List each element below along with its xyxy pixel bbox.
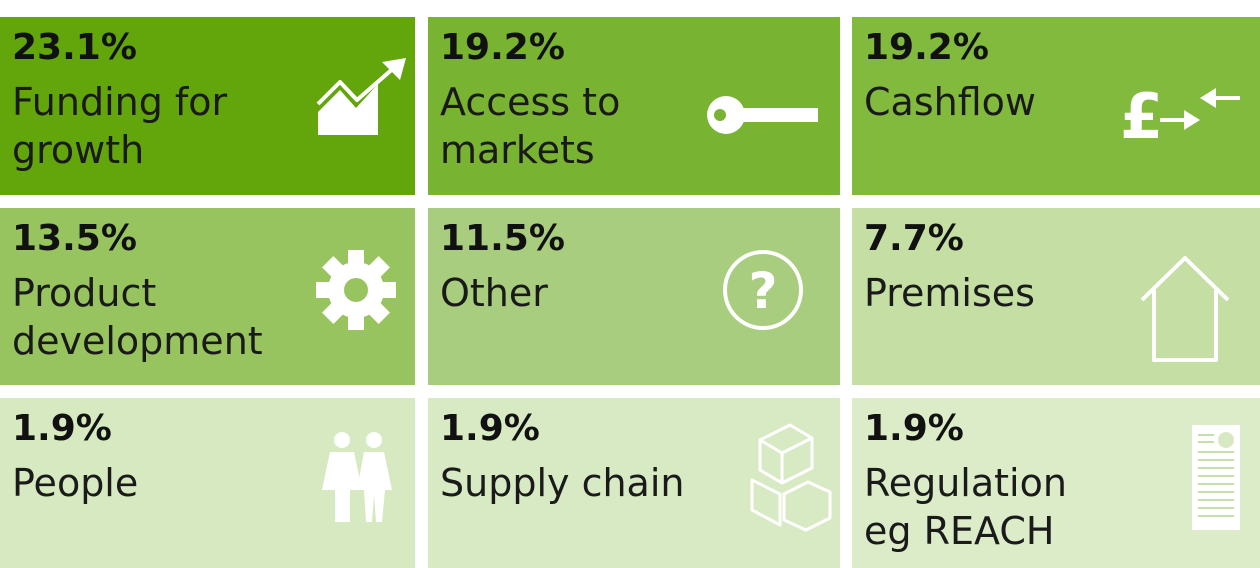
head bbox=[366, 432, 382, 448]
tile-background bbox=[428, 208, 840, 385]
key-icon bbox=[707, 96, 818, 134]
house-walls bbox=[1152, 290, 1218, 362]
gear-hole bbox=[344, 278, 368, 302]
tile: 11.5% Other bbox=[428, 208, 840, 385]
cashflow-icon: £ bbox=[1120, 80, 1240, 153]
chart-arrow bbox=[316, 64, 398, 106]
box bbox=[782, 480, 832, 532]
tile-background bbox=[852, 208, 1260, 385]
tile-percentage: 11.5% bbox=[440, 218, 565, 259]
tile-label: Access to bbox=[440, 80, 620, 124]
tile-label: eg REACH bbox=[864, 509, 1054, 553]
tile-percentage: 19.2% bbox=[440, 27, 565, 68]
icons: £ ? bbox=[316, 58, 1240, 532]
tile-percentage: 7.7% bbox=[864, 218, 964, 259]
tile-percentage: 19.2% bbox=[864, 27, 989, 68]
document-icon bbox=[1192, 425, 1240, 530]
tile-label: Premises bbox=[864, 271, 1035, 315]
gear-icon bbox=[316, 250, 396, 330]
tile-label: Product bbox=[12, 271, 156, 315]
tile-label: Supply chain bbox=[440, 461, 684, 505]
tile-label: growth bbox=[12, 128, 144, 172]
people-icon bbox=[322, 432, 392, 522]
tile-label: markets bbox=[440, 128, 595, 172]
arrow-head bbox=[1184, 110, 1200, 130]
tile-percentage: 1.9% bbox=[864, 408, 964, 449]
pound-sign: £ bbox=[1120, 80, 1163, 153]
tile-percentage: 23.1% bbox=[12, 27, 137, 68]
body bbox=[357, 452, 392, 522]
growth-icon bbox=[316, 58, 406, 135]
key-hole bbox=[714, 109, 726, 121]
tile-label: Cashflow bbox=[864, 80, 1036, 124]
house-roof bbox=[1140, 256, 1230, 302]
tile-label: Regulation bbox=[864, 461, 1067, 505]
key-blade bbox=[740, 108, 818, 122]
tile-background bbox=[428, 17, 840, 195]
tile-label: development bbox=[12, 319, 263, 363]
question-mark: ? bbox=[748, 262, 777, 320]
tile-percentage: 1.9% bbox=[440, 408, 540, 449]
tile-label: People bbox=[12, 461, 138, 505]
arrow-head bbox=[1200, 88, 1216, 108]
head bbox=[334, 432, 350, 448]
tile-label: Other bbox=[440, 271, 548, 315]
house-icon bbox=[1140, 256, 1230, 362]
tile-percentage: 13.5% bbox=[12, 218, 137, 259]
tile: 1.9% Supply chain bbox=[428, 398, 840, 568]
box bbox=[750, 478, 782, 527]
tile: 7.7% Premises bbox=[852, 208, 1260, 385]
text-lines bbox=[1198, 434, 1234, 517]
tile-percentage: 1.9% bbox=[12, 408, 112, 449]
question-icon: ? bbox=[723, 250, 803, 330]
tile-label: Funding for bbox=[12, 80, 228, 124]
tile: 19.2% Cashflow bbox=[852, 17, 1260, 195]
chart-bars bbox=[318, 84, 378, 135]
tile-background bbox=[852, 17, 1260, 195]
box bbox=[781, 438, 814, 485]
arrow-head bbox=[382, 58, 406, 80]
box bbox=[758, 440, 784, 485]
body bbox=[322, 452, 362, 522]
seal bbox=[1218, 432, 1234, 448]
question-ring bbox=[723, 250, 803, 330]
tile-background bbox=[428, 398, 840, 568]
boxes-icon bbox=[750, 423, 832, 532]
